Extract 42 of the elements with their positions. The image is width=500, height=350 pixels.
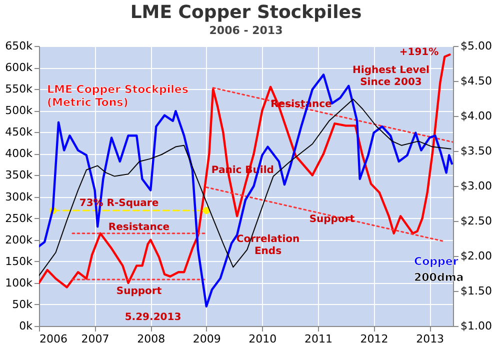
y-tick-label: 50k bbox=[12, 298, 34, 311]
y2-tick-label: $3.00 bbox=[460, 180, 492, 192]
y-tick-label: 200k bbox=[5, 233, 34, 246]
y2-tick-label: $2.50 bbox=[460, 214, 492, 228]
y2-tick-label: $1.50 bbox=[460, 284, 492, 298]
x-tick-label: 2012 bbox=[360, 332, 388, 346]
y2-tick-label: $1.00 bbox=[460, 320, 492, 332]
x-tick-label: 2008 bbox=[137, 332, 166, 346]
annotation: Support bbox=[309, 214, 355, 226]
y-tick-label: 400k bbox=[5, 147, 34, 160]
annotation: Highest Level Since 2003 bbox=[352, 65, 430, 88]
x-tick-label: 2009 bbox=[192, 332, 221, 346]
text: Copper bbox=[414, 255, 459, 268]
y-tick-label: 100k bbox=[5, 276, 34, 290]
x-tick-label: 2013 bbox=[416, 332, 444, 346]
x-tick-label: 2010 bbox=[248, 332, 277, 346]
chart-subtitle: 2006 - 2013 bbox=[209, 24, 283, 37]
x-tick-label: 2006 bbox=[40, 332, 68, 346]
y-tick-label: 250k bbox=[5, 212, 34, 225]
annotation: Resistance bbox=[108, 222, 170, 233]
y-tick-label: 550k bbox=[5, 82, 34, 96]
y-tick-label: 0k bbox=[19, 320, 34, 332]
y2-tick-label: $4.50 bbox=[460, 74, 492, 88]
y-tick-label: 300k bbox=[5, 190, 34, 204]
y-tick-label: 600k bbox=[5, 61, 34, 74]
annotation: +191% bbox=[399, 47, 439, 58]
y-tick-label: 150k bbox=[5, 254, 34, 268]
annotation: Support bbox=[116, 286, 162, 297]
y-tick-label: 500k bbox=[5, 104, 34, 118]
y2-tick-label: $5.00 bbox=[460, 40, 492, 52]
chart-title: LME Copper Stockpiles bbox=[130, 2, 362, 23]
y-tick-label: 350k bbox=[5, 168, 34, 182]
y-tick-label: 450k bbox=[5, 126, 34, 139]
y-tick-label: 650k bbox=[5, 40, 34, 52]
y2-tick-label: $2.00 bbox=[460, 250, 492, 262]
text: LME Copper Stockpiles (Metric Tons) bbox=[47, 83, 189, 109]
annotation: 5.29.2013 bbox=[124, 312, 182, 323]
text: 200dma bbox=[414, 271, 464, 284]
x-tick-label: 2007 bbox=[81, 332, 110, 346]
y2-tick-label: $4.00 bbox=[460, 110, 492, 122]
y2-tick-label: $3.50 bbox=[460, 144, 492, 158]
x-tick-label: 2011 bbox=[304, 332, 332, 346]
